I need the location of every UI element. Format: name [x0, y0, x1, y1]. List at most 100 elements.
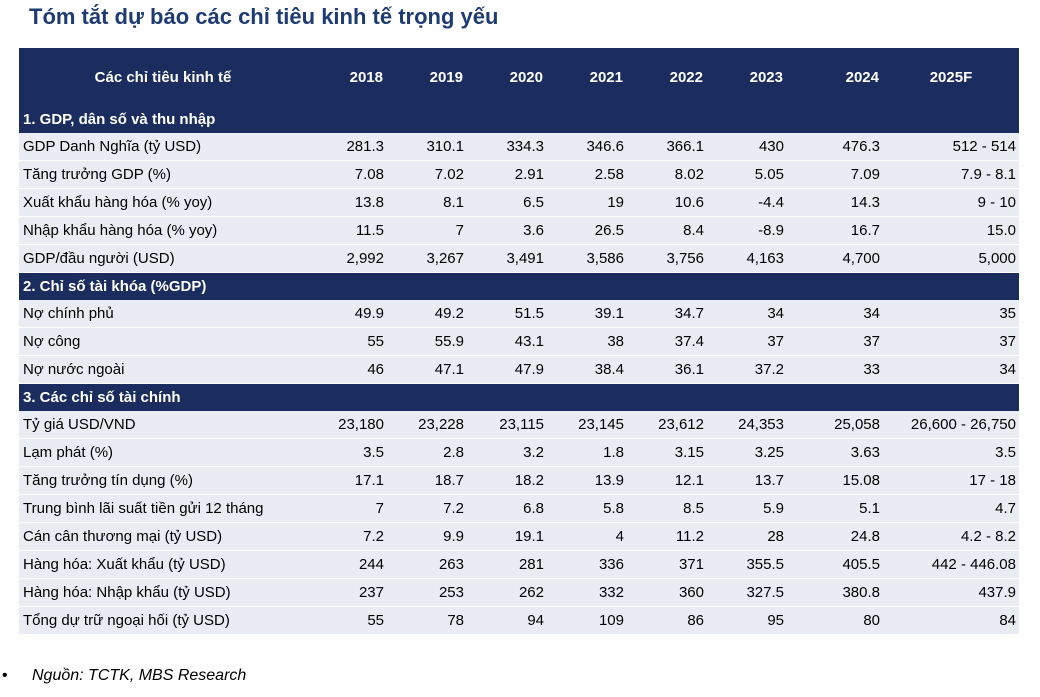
data-cell: 380.8	[787, 578, 883, 607]
section-header-row: 3. Các chỉ số tài chính	[19, 383, 1019, 411]
data-cell: 14.3	[787, 188, 883, 217]
indicator-label: Nhập khẩu hàng hóa (% yoy)	[19, 216, 307, 245]
indicator-label: Cán cân thương mại (tỷ USD)	[19, 522, 307, 551]
data-cell: 37.4	[627, 327, 707, 356]
header-year: 2025F	[883, 48, 1019, 106]
data-cell: 366.1	[627, 133, 707, 161]
source-note: • Nguồn: TCTK, MBS Research	[0, 667, 246, 685]
table-row: Tỷ giá USD/VND 23,180 23,228 23,115 23,145 23…	[19, 411, 1019, 439]
data-cell: 476.3	[787, 133, 883, 161]
header-indicator: Các chỉ tiêu kinh tế	[19, 48, 307, 106]
header-year: 2021	[547, 48, 627, 106]
data-cell: 405.5	[787, 550, 883, 579]
data-cell: 26,600 - 26,750	[883, 411, 1019, 439]
data-cell: 51.5	[467, 300, 547, 328]
table-row: Lạm phát (%) 3.5 2.8 3.2 1.8 3.15 3.25 3.63 3.5	[19, 438, 1019, 467]
data-cell: 3.2	[467, 438, 547, 467]
data-cell: 23,612	[627, 411, 707, 439]
data-cell: 9 - 10	[883, 188, 1019, 217]
indicator-label: GDP/đầu người (USD)	[19, 244, 307, 273]
data-cell: 38.4	[547, 355, 627, 384]
data-cell: 17 - 18	[883, 466, 1019, 495]
data-cell: 4.2 - 8.2	[883, 522, 1019, 551]
data-cell: 37	[787, 327, 883, 356]
data-cell: 10.6	[627, 188, 707, 217]
data-cell: 39.1	[547, 300, 627, 328]
data-cell: 263	[387, 550, 467, 579]
table-row: Tăng trưởng tín dụng (%) 17.1 18.7 18.2 13.9…	[19, 466, 1019, 495]
data-cell: 3.15	[627, 438, 707, 467]
data-cell: 34	[883, 355, 1019, 384]
table-row: Trung bình lãi suất tiền gửi 12 tháng 7 7.…	[19, 494, 1019, 523]
indicator-label: Nợ nước ngoài	[19, 355, 307, 384]
data-cell: 2.58	[547, 160, 627, 189]
data-cell: 237	[307, 578, 387, 607]
data-cell: 47.1	[387, 355, 467, 384]
data-cell: 28	[707, 522, 787, 551]
section-header-row: 2. Chỉ số tài khóa (%GDP)	[19, 272, 1019, 300]
table-header-row: Các chỉ tiêu kinh tế 2018 2019 2020 2021 2022…	[19, 48, 1019, 106]
data-cell: 1.8	[547, 438, 627, 467]
data-cell: 80	[787, 606, 883, 635]
data-cell: 6.8	[467, 494, 547, 523]
data-cell: 78	[387, 606, 467, 635]
indicator-label: Tỷ giá USD/VND	[19, 411, 307, 439]
data-cell: 5,000	[883, 244, 1019, 273]
table-row: Nợ công 55 55.9 43.1 38 37.4 37 37 37	[19, 327, 1019, 356]
table-row: GDP Danh Nghĩa (tỷ USD) 281.3 310.1 334.3 34…	[19, 133, 1019, 161]
data-cell: 34.7	[627, 300, 707, 328]
section-title: 1. GDP, dân số và thu nhập	[19, 106, 1019, 133]
data-cell: 253	[387, 578, 467, 607]
data-cell: 5.1	[787, 494, 883, 523]
data-cell: 95	[707, 606, 787, 635]
section-title: 2. Chỉ số tài khóa (%GDP)	[19, 272, 1019, 300]
data-cell: 13.8	[307, 188, 387, 217]
data-cell: 8.02	[627, 160, 707, 189]
data-cell: 332	[547, 578, 627, 607]
data-cell: -8.9	[707, 216, 787, 245]
table-body: 1. GDP, dân số và thu nhập GDP Danh Nghĩa…	[19, 106, 1019, 635]
data-cell: 4,700	[787, 244, 883, 273]
data-cell: 5.8	[547, 494, 627, 523]
data-cell: 512 - 514	[883, 133, 1019, 161]
data-cell: 2.91	[467, 160, 547, 189]
data-cell: 7	[307, 494, 387, 523]
page-title: Tóm tắt dự báo các chỉ tiêu kinh tế trọn…	[29, 4, 499, 29]
data-cell: 94	[467, 606, 547, 635]
table-row: Hàng hóa: Nhập khẩu (tỷ USD) 237 253 262 332…	[19, 578, 1019, 607]
data-cell: 3.63	[787, 438, 883, 467]
indicator-label: Hàng hóa: Nhập khẩu (tỷ USD)	[19, 578, 307, 607]
data-cell: 2.8	[387, 438, 467, 467]
data-cell: 3,267	[387, 244, 467, 273]
data-cell: 34	[707, 300, 787, 328]
data-cell: 371	[627, 550, 707, 579]
table-row: Nợ chính phủ 49.9 49.2 51.5 39.1 34.7 34 34 35	[19, 300, 1019, 328]
indicator-label: Tăng trưởng tín dụng (%)	[19, 466, 307, 495]
data-cell: 37	[707, 327, 787, 356]
data-cell: 8.4	[627, 216, 707, 245]
data-cell: 36.1	[627, 355, 707, 384]
data-cell: 23,228	[387, 411, 467, 439]
data-cell: 3,586	[547, 244, 627, 273]
data-cell: 244	[307, 550, 387, 579]
data-cell: 7.9 - 8.1	[883, 160, 1019, 189]
data-cell: 11.5	[307, 216, 387, 245]
indicator-label: Lạm phát (%)	[19, 438, 307, 467]
data-cell: 442 - 446.08	[883, 550, 1019, 579]
data-cell: 4.7	[883, 494, 1019, 523]
data-cell: 47.9	[467, 355, 547, 384]
indicator-label: Trung bình lãi suất tiền gửi 12 tháng	[19, 494, 307, 523]
table-row: Nhập khẩu hàng hóa (% yoy) 11.5 7 3.6 26.5 8.…	[19, 216, 1019, 245]
data-cell: 37.2	[707, 355, 787, 384]
data-cell: 18.7	[387, 466, 467, 495]
data-cell: 24.8	[787, 522, 883, 551]
indicator-label: GDP Danh Nghĩa (tỷ USD)	[19, 133, 307, 161]
indicator-label: Nợ công	[19, 327, 307, 356]
data-cell: 3.5	[883, 438, 1019, 467]
data-cell: 23,115	[467, 411, 547, 439]
header-year: 2022	[627, 48, 707, 106]
data-cell: 7.09	[787, 160, 883, 189]
data-cell: 11.2	[627, 522, 707, 551]
data-cell: 7.02	[387, 160, 467, 189]
indicator-label: Xuất khẩu hàng hóa (% yoy)	[19, 188, 307, 217]
